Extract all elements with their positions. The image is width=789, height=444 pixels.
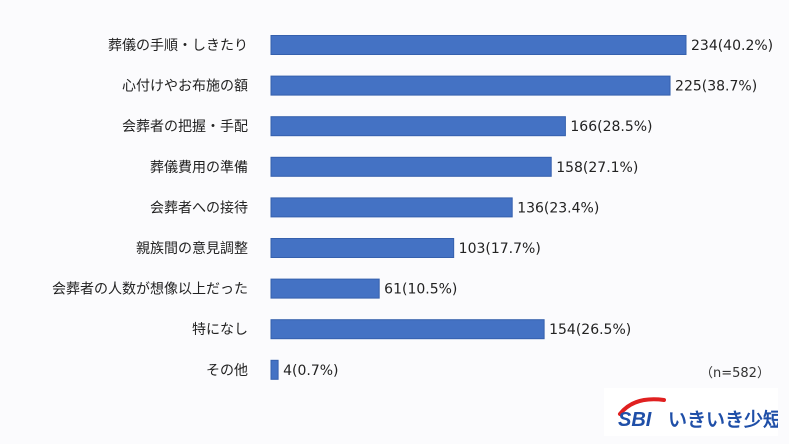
- bar: [270, 197, 513, 218]
- data-label: 234(40.2%): [691, 38, 773, 54]
- category-label: 会葬者の人数が想像以上だった: [52, 282, 248, 298]
- data-label: 136(23.4%): [517, 200, 599, 216]
- bar: [270, 116, 566, 137]
- sbi-logo-icon: SBI いきいき少短: [618, 397, 782, 431]
- bar: [270, 35, 687, 55]
- category-label: 会葬者の把握・手配: [122, 119, 248, 135]
- data-label: 103(17.7%): [459, 241, 541, 257]
- category-label: その他: [206, 363, 248, 379]
- data-label: 166(28.5%): [570, 119, 652, 135]
- bar: [270, 238, 455, 258]
- bar: [270, 319, 545, 340]
- data-label: 4(0.7%): [283, 363, 338, 379]
- category-label: 会葬者への接待: [150, 199, 248, 216]
- svg-text:SBI: SBI: [618, 409, 652, 431]
- category-label: 葬儀の手順・しきたり: [108, 38, 248, 54]
- category-label: 特になし: [192, 322, 248, 338]
- svg-text:いきいき少短: いきいき少短: [668, 408, 778, 431]
- category-label: 親族間の意見調整: [136, 240, 248, 257]
- bar: [270, 359, 279, 380]
- sample-size-note: （n=582）: [700, 366, 770, 381]
- category-label: 葬儀費用の準備: [150, 160, 248, 176]
- company-logo: SBI いきいき少短: [604, 388, 782, 436]
- bar: [270, 156, 552, 177]
- data-label: 61(10.5%): [384, 282, 457, 298]
- data-label: 154(26.5%): [549, 322, 631, 338]
- data-label: 158(27.1%): [556, 160, 638, 176]
- bar: [270, 278, 380, 299]
- data-label: 225(38.7%): [675, 79, 757, 95]
- category-label: 心付けやお布施の額: [122, 79, 248, 95]
- bar: [270, 75, 671, 96]
